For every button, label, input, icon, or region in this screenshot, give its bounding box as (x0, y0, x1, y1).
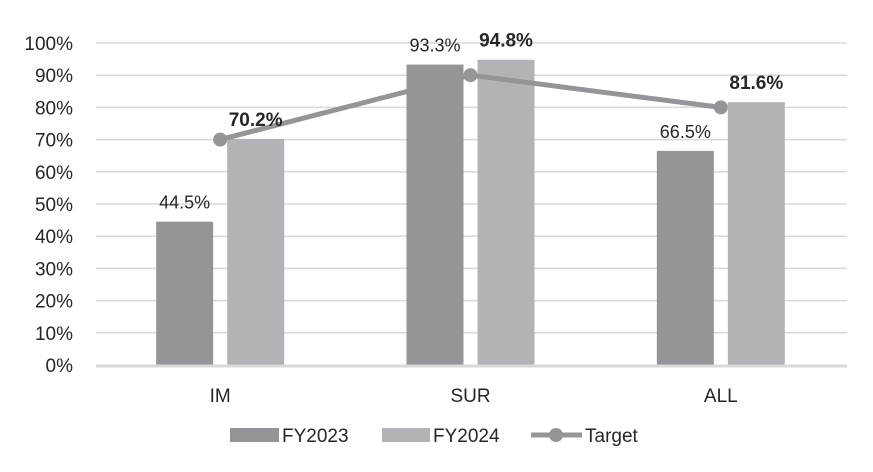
y-tick-label: 90% (35, 66, 73, 87)
target-marker-icon (213, 132, 228, 147)
y-tick-label: 40% (35, 227, 73, 248)
bars (156, 59, 785, 366)
y-tick-label: 10% (35, 324, 73, 345)
data-label: 44.5% (159, 193, 210, 213)
y-tick-label: 100% (24, 34, 73, 55)
y-tick-label: 0% (46, 356, 74, 377)
bar-fy2024-im (227, 138, 285, 365)
category-label: ALL (704, 386, 738, 407)
legend-label-fy2023: FY2023 (282, 426, 349, 447)
y-tick-label: 80% (35, 98, 73, 119)
target-marker-icon (713, 100, 728, 115)
target-marker-icon (463, 68, 478, 83)
bar-fy2023-im (156, 221, 214, 365)
x-axis-categories: IM SUR ALL (210, 386, 738, 407)
category-label: IM (210, 386, 231, 407)
legend-swatch-fy2024 (382, 428, 430, 442)
bar-fy2023-all (656, 150, 714, 365)
y-tick-label: 60% (35, 163, 73, 184)
y-tick-label: 20% (35, 292, 73, 313)
data-label: 70.2% (229, 110, 283, 131)
y-axis-ticks: 0% 10% 20% 30% 40% 50% 60% 70% 80% 90% 100% (24, 34, 73, 377)
data-label: 66.5% (660, 122, 711, 142)
bar-fy2024-all (727, 102, 785, 366)
y-tick-label: 30% (35, 259, 73, 280)
legend-swatch-fy2023 (230, 428, 279, 442)
data-label: 81.6% (729, 73, 783, 94)
y-tick-label: 70% (35, 131, 73, 152)
legend: FY2023 FY2024 Target (230, 426, 639, 447)
legend-label-fy2024: FY2024 (433, 426, 500, 447)
target-line (213, 68, 728, 147)
data-label: 93.3% (409, 36, 460, 56)
y-tick-label: 50% (35, 195, 73, 216)
bar-fy2023-sur (406, 64, 464, 365)
legend-label-target: Target (585, 426, 639, 447)
data-label: 94.8% (479, 31, 533, 52)
bar-fy2024-sur (477, 59, 535, 366)
category-label: SUR (450, 386, 490, 407)
legend-marker-target-icon (549, 428, 563, 442)
data-labels: 44.5% 70.2% 93.3% 94.8% 66.5% 81.6% (159, 31, 783, 213)
